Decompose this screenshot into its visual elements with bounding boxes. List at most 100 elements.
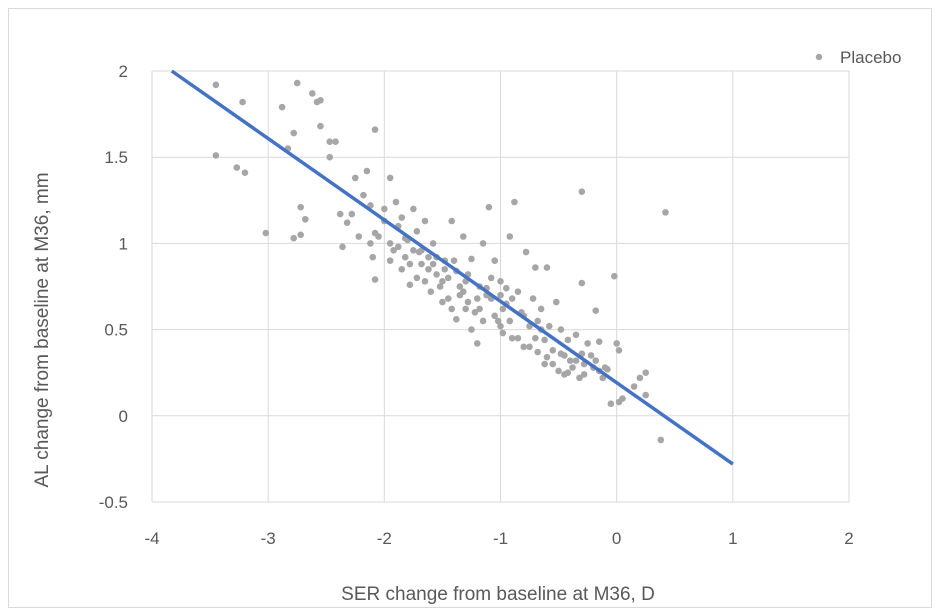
data-point-91 xyxy=(557,326,565,333)
data-point-172 xyxy=(532,264,539,271)
data-point-95 xyxy=(569,364,576,371)
data-point-128 xyxy=(476,305,483,313)
data-point-57 xyxy=(460,233,467,240)
trendline xyxy=(170,69,734,466)
data-point-62 xyxy=(473,340,481,347)
data-point-96 xyxy=(572,331,580,339)
data-point-104 xyxy=(595,338,603,345)
data-point-4 xyxy=(241,169,249,177)
data-point-154 xyxy=(572,357,580,364)
data-point-37 xyxy=(394,243,402,251)
x-tick-label-3: -1 xyxy=(493,529,508,548)
data-point-127 xyxy=(464,298,472,306)
data-point-123 xyxy=(418,260,425,268)
data-point-138 xyxy=(433,271,440,278)
data-point-158 xyxy=(497,291,504,299)
data-point-135 xyxy=(468,326,475,333)
data-point-160 xyxy=(508,295,516,302)
data-point-143 xyxy=(386,257,394,264)
data-point-87 xyxy=(545,322,553,330)
data-point-53 xyxy=(448,217,456,225)
data-point-82 xyxy=(532,334,539,342)
data-point-105 xyxy=(599,374,607,382)
y-tick-label-2: 0.5 xyxy=(104,321,128,340)
legend-marker-placebo xyxy=(815,53,823,61)
data-point-46 xyxy=(425,265,432,273)
data-point-36 xyxy=(392,198,400,206)
data-point-50 xyxy=(439,298,446,306)
gridlines xyxy=(151,70,850,503)
data-point-112 xyxy=(630,383,638,390)
data-point-156 xyxy=(592,357,600,364)
y-tick-label-0: -0.5 xyxy=(99,493,128,512)
data-point-131 xyxy=(506,317,514,325)
data-point-10 xyxy=(290,234,298,242)
data-point-116 xyxy=(657,436,665,444)
data-point-97 xyxy=(576,374,583,382)
data-point-32 xyxy=(371,276,379,283)
data-point-98 xyxy=(578,279,586,287)
data-point-84 xyxy=(537,305,545,313)
data-point-85 xyxy=(541,360,548,368)
data-point-21 xyxy=(336,210,344,218)
data-point-155 xyxy=(580,371,588,378)
data-point-74 xyxy=(508,334,516,342)
data-point-51 xyxy=(441,265,449,273)
data-point-121 xyxy=(413,274,421,282)
data-point-52 xyxy=(444,274,452,282)
data-point-71 xyxy=(499,329,507,337)
data-point-20 xyxy=(326,153,334,161)
legend-label-placebo: Placebo xyxy=(840,48,901,67)
data-point-43 xyxy=(413,228,421,235)
data-point-170 xyxy=(367,240,374,247)
x-tick-label-1: -3 xyxy=(261,529,276,548)
data-point-108 xyxy=(611,272,618,280)
data-point-78 xyxy=(520,343,528,351)
data-point-134 xyxy=(479,317,487,325)
data-point-23 xyxy=(348,210,356,218)
data-point-117 xyxy=(662,209,669,216)
data-point-9 xyxy=(290,129,298,137)
data-point-61 xyxy=(471,309,479,316)
data-point-42 xyxy=(410,205,417,213)
data-point-168 xyxy=(343,219,351,227)
data-point-122 xyxy=(406,281,414,289)
data-point-157 xyxy=(601,364,609,371)
data-point-109 xyxy=(613,340,620,347)
data-point-110 xyxy=(615,346,623,354)
data-point-64 xyxy=(479,240,487,247)
data-point-174 xyxy=(543,353,551,361)
data-point-76 xyxy=(514,288,522,295)
data-point-113 xyxy=(636,374,644,382)
data-point-30 xyxy=(375,233,382,240)
data-point-70 xyxy=(497,278,504,285)
data-point-19 xyxy=(332,138,339,145)
data-point-5 xyxy=(262,229,270,237)
data-point-94 xyxy=(566,357,574,364)
data-point-73 xyxy=(506,233,514,240)
data-point-0 xyxy=(212,81,220,89)
data-point-88 xyxy=(549,346,557,354)
data-point-136 xyxy=(460,288,467,295)
data-point-178 xyxy=(619,395,626,402)
data-point-129 xyxy=(491,312,498,320)
data-point-66 xyxy=(485,203,493,211)
data-point-89 xyxy=(552,298,560,306)
data-point-119 xyxy=(421,278,429,285)
data-point-101 xyxy=(587,352,595,359)
data-point-41 xyxy=(406,260,414,268)
data-point-3 xyxy=(233,164,241,171)
data-point-68 xyxy=(491,257,498,264)
data-point-26 xyxy=(363,167,371,175)
data-point-11 xyxy=(297,231,304,239)
x-axis-label: SER change from baseline at M36, D xyxy=(341,584,655,605)
data-point-47 xyxy=(429,240,437,247)
data-point-152 xyxy=(557,350,565,358)
data-point-17 xyxy=(317,122,324,130)
data-point-133 xyxy=(487,274,495,282)
data-point-125 xyxy=(444,295,452,302)
data-point-12 xyxy=(297,203,304,211)
data-point-151 xyxy=(549,360,557,368)
data-point-137 xyxy=(448,305,456,313)
data-point-150 xyxy=(541,336,548,344)
